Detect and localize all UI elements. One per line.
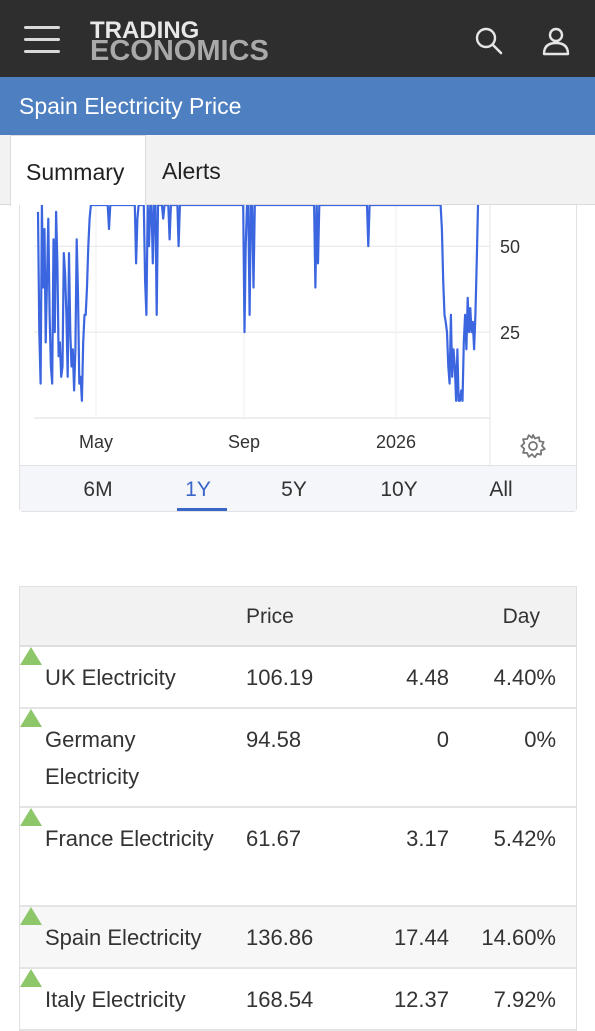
y-tick-label: 25	[500, 323, 520, 343]
y-tick-label: 50	[500, 237, 520, 257]
price-chart-card: 25 50 May Sep 2026 6M 1Y 5Y 10Y All	[19, 205, 577, 512]
market-change: 0	[436, 727, 449, 752]
up-arrow-icon	[20, 709, 42, 727]
range-6m-button[interactable]: 6M	[83, 478, 113, 501]
market-change-percent: 0%	[524, 727, 556, 752]
market-change: 3.17	[406, 826, 449, 851]
market-change: 17.44	[393, 925, 449, 950]
table-row[interactable]: Germany Electricity 94.58 0 0%	[20, 709, 576, 808]
up-arrow-icon	[20, 969, 42, 987]
market-name[interactable]: France Electricity	[45, 826, 214, 851]
market-price: 168.54	[246, 987, 314, 1012]
market-price: 94.58	[246, 727, 302, 752]
table-row[interactable]: UK Electricity 106.19 4.48 4.40%	[20, 647, 576, 709]
related-markets-table: Price Day UK Electricity 106.19 4.48 4.40% G…	[19, 586, 577, 1031]
market-change-percent: 14.60%	[481, 925, 556, 950]
market-price: 136.86	[246, 925, 314, 950]
market-name[interactable]: UK Electricity	[45, 665, 176, 690]
x-tick-label: May	[79, 432, 113, 452]
x-tick-label: 2026	[376, 432, 416, 452]
market-name[interactable]: Italy Electricity	[45, 987, 186, 1012]
up-arrow-icon	[20, 647, 42, 665]
x-tick-label: Sep	[228, 432, 260, 452]
user-icon[interactable]	[541, 26, 571, 56]
day-column-header: Day	[502, 605, 540, 628]
market-change-percent: 4.40%	[493, 665, 556, 690]
tab-alerts[interactable]: Alerts	[162, 158, 221, 184]
price-column-header: Price	[246, 605, 294, 628]
market-price: 61.67	[246, 826, 302, 851]
market-price: 106.19	[246, 665, 314, 690]
range-10y-button[interactable]: 10Y	[380, 478, 418, 501]
top-navigation-bar: TRADING ECONOMICS	[0, 0, 595, 77]
market-change: 4.48	[406, 665, 449, 690]
market-change-percent: 7.92%	[493, 987, 556, 1012]
range-selector: 6M 1Y 5Y 10Y All	[20, 465, 576, 511]
table-row[interactable]: France Electricity 61.67 3.17 5.42%	[20, 808, 576, 907]
range-1y-button[interactable]: 1Y	[185, 478, 211, 501]
table-header: Price Day	[20, 587, 576, 647]
logo-line-1: TRADING	[90, 17, 200, 44]
search-icon[interactable]	[474, 26, 504, 56]
page-title: Spain Electricity Price	[19, 93, 242, 119]
page-title-bar: Spain Electricity Price	[0, 77, 595, 135]
site-logo[interactable]: TRADING ECONOMICS	[90, 17, 269, 67]
hamburger-menu-icon[interactable]	[24, 26, 60, 54]
range-5y-button[interactable]: 5Y	[281, 478, 307, 501]
market-change: 12.37	[393, 987, 449, 1012]
tab-bar: Summary Alerts	[0, 135, 595, 206]
tab-summary[interactable]: Summary	[10, 135, 146, 206]
logo-line-2: ECONOMICS	[90, 35, 269, 67]
gear-icon[interactable]	[520, 433, 546, 459]
table-row[interactable]: Italy Electricity 168.54 12.37 7.92%	[20, 969, 576, 1031]
up-arrow-icon	[20, 808, 42, 826]
range-all-button[interactable]: All	[489, 478, 513, 501]
table-row[interactable]: Spain Electricity 136.86 17.44 14.60%	[20, 907, 576, 969]
price-chart[interactable]: 25 50 May Sep 2026	[20, 205, 576, 465]
market-name[interactable]: Germany Electricity	[45, 727, 140, 789]
up-arrow-icon	[20, 907, 42, 925]
price-series-line[interactable]	[36, 205, 480, 402]
selected-range-underline	[177, 508, 227, 511]
market-name[interactable]: Spain Electricity	[45, 925, 202, 950]
market-change-percent: 5.42%	[493, 826, 556, 851]
